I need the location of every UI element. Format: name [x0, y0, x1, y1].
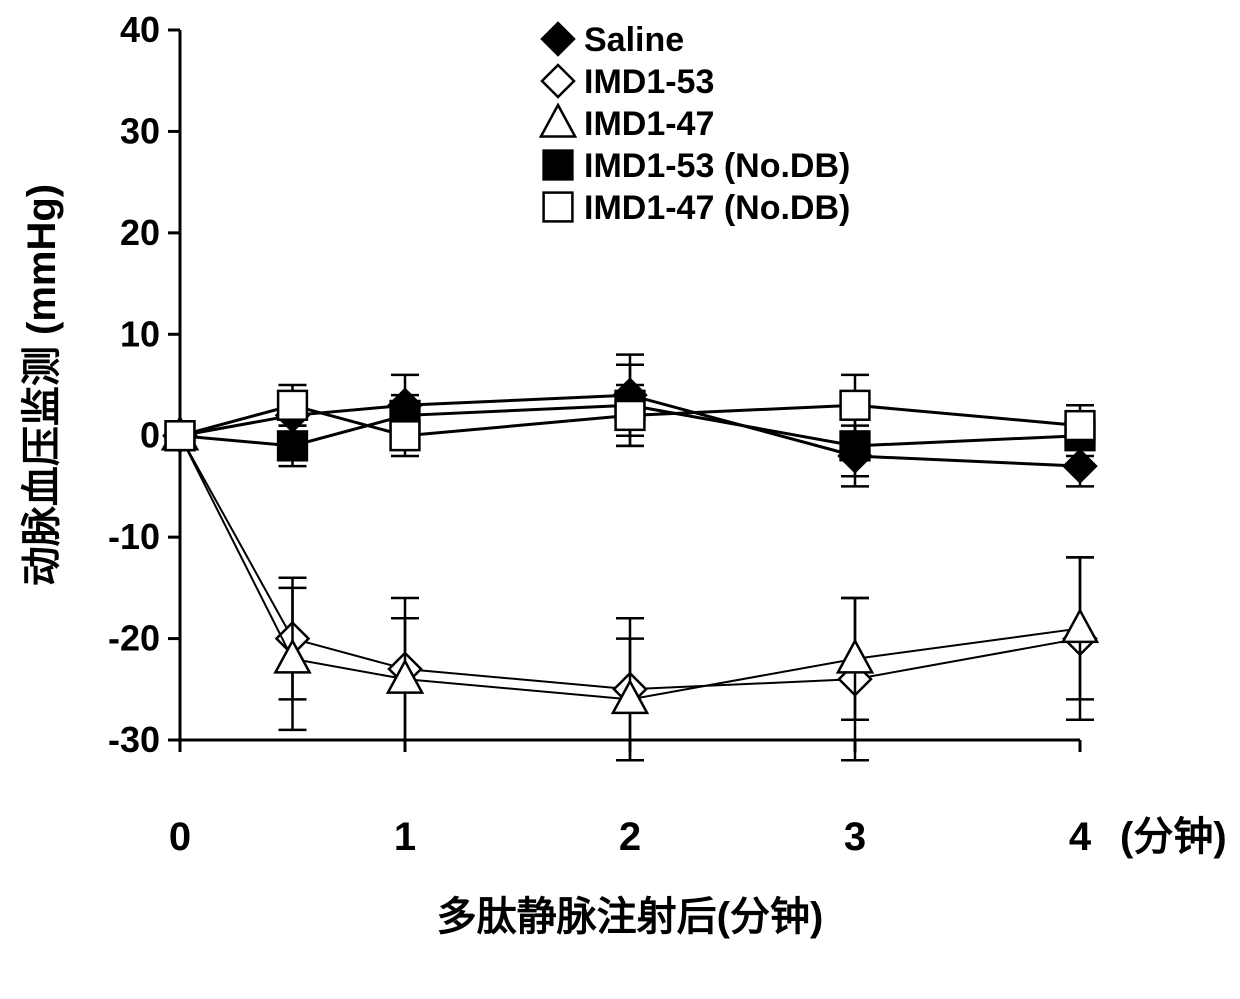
- y-tick-label: 0: [140, 415, 160, 456]
- legend-label: IMD1-53 (No.DB): [584, 147, 850, 185]
- legend-item: IMD1-53 (No.DB): [544, 147, 851, 185]
- legend-label: IMD1-47 (No.DB): [584, 189, 850, 227]
- line-chart: -30 -20 -10 0 10 20 30 40 0 1 2 3 4 (分钟) 多肽静脉注射后(分钟) 动脉…: [0, 0, 1240, 999]
- chart-container: -30 -20 -10 0 10 20 30 40 0 1 2 3 4 (分钟) 多肽静脉注射后(分钟) 动脉…: [0, 0, 1240, 999]
- y-tick-label: 30: [120, 110, 160, 151]
- legend-label: IMD1-53: [584, 63, 714, 101]
- x-tick-label: 4: [1069, 815, 1092, 859]
- y-tick-label: 20: [120, 212, 160, 253]
- legend-item: IMD1-47 (No.DB): [544, 189, 851, 227]
- x-tick-label: 1: [394, 815, 416, 859]
- x-tick-label: 2: [619, 815, 641, 859]
- x-tick-label: 0: [169, 815, 191, 859]
- y-tick-label: 40: [120, 9, 160, 50]
- legend-label: Saline: [584, 21, 684, 59]
- y-tick-label: -10: [108, 516, 160, 557]
- x-axis-label: 多肽静脉注射后(分钟): [437, 895, 824, 939]
- x-unit-suffix: (分钟): [1120, 815, 1227, 859]
- y-tick-label: -20: [108, 618, 160, 659]
- y-axis-label: 动脉血压监测 (mmHg): [20, 184, 64, 586]
- legend-label: IMD1-47: [584, 105, 714, 143]
- y-tick-label: -30: [108, 719, 160, 760]
- y-tick-label: 10: [120, 313, 160, 354]
- x-tick-label: 3: [844, 815, 866, 859]
